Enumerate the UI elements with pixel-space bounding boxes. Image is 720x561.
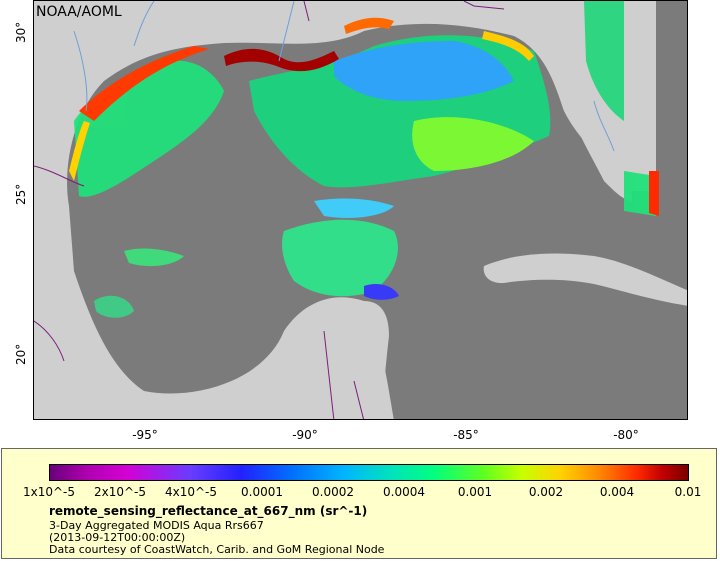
- lon-tick-95: -95°: [132, 428, 158, 442]
- legend-panel: 1x10^-5 2x10^-5 4x10^-5 0.0001 0.0002 0.…: [1, 448, 717, 559]
- colorbar-label: 0.01: [674, 485, 702, 499]
- variable-name: remote_sensing_reflectance_at_667_nm (sr…: [49, 504, 368, 518]
- colorbar-label: 0.004: [599, 485, 635, 499]
- colorbar-label: 4x10^-5: [164, 485, 218, 499]
- lon-tick-80: -80°: [613, 428, 639, 442]
- lon-tick-90: -90°: [292, 428, 318, 442]
- colorbar-label: 1x10^-5: [22, 485, 76, 499]
- cuba-land: [483, 253, 687, 306]
- political-borders: [34, 1, 505, 419]
- ocean-atlantic: [654, 1, 687, 216]
- data-credit: Data courtesy of CoastWatch, Carib. and …: [49, 543, 385, 556]
- colorbar-label: 0.001: [457, 485, 493, 499]
- lon-tick-85: -85°: [453, 428, 479, 442]
- colorbar-label: 0.0002: [312, 485, 354, 499]
- agency-label: NOAA/AOML: [36, 4, 122, 20]
- lat-tick-25: 25°: [14, 183, 28, 205]
- colorbar-label: 0.002: [528, 485, 564, 499]
- colorbar-label: 0.0001: [241, 485, 283, 499]
- gulf-of-mexico-map: [34, 1, 687, 419]
- time-stamp: (2013-09-12T00:00:00Z): [49, 531, 186, 544]
- colorbar-label: 0.0004: [383, 485, 425, 499]
- colorbar-label: 2x10^-5: [93, 485, 147, 499]
- lat-tick-30: 30°: [14, 21, 28, 43]
- florida-east-coast: [624, 1, 656, 191]
- yucatan-land: [284, 301, 389, 419]
- florida-land: [554, 31, 633, 201]
- lat-tick-20: 20°: [14, 343, 28, 365]
- coastal-high-values: [69, 17, 659, 216]
- rivers: [73, 1, 615, 152]
- colorbar: [49, 464, 689, 481]
- map-frame[interactable]: [33, 0, 688, 420]
- product-name: 3-Day Aggregated MODIS Aqua Rrs667: [49, 519, 264, 532]
